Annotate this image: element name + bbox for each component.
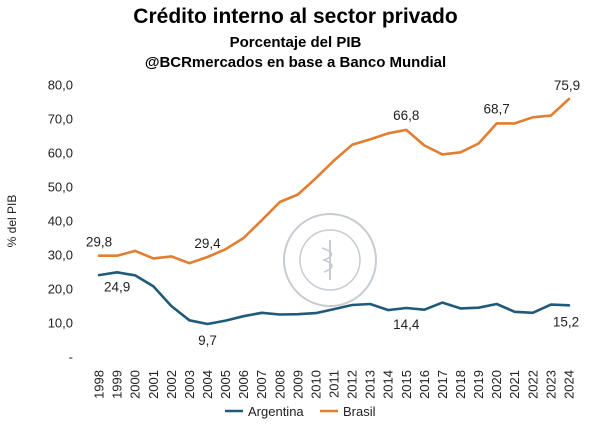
data-label: 68,7 — [484, 101, 510, 116]
x-tick-label: 2005 — [218, 370, 233, 399]
x-tick-label: 2023 — [543, 370, 558, 399]
data-labels: 29,8 24,9 29,4 9,7 66,8 14,4 68,7 75,9 15,2 — [86, 78, 580, 348]
x-tick-label: 2007 — [254, 370, 269, 399]
seal-outer-ring — [283, 213, 377, 307]
x-tick-label: 2017 — [435, 370, 450, 399]
data-label: 14,4 — [393, 317, 420, 332]
bcr-seal-watermark — [283, 213, 377, 307]
y-tick-label: 40,0 — [48, 214, 73, 229]
x-axis: 1998 1999 2000 2001 2002 2003 2004 2005 2006 2007… — [92, 370, 577, 399]
x-tick-label: 2013 — [363, 370, 378, 399]
y-axis-label: % del PIB — [5, 195, 19, 248]
x-tick-label: 2024 — [561, 370, 576, 399]
y-tick-label: 80,0 — [48, 78, 73, 93]
seal-inner-ring — [299, 229, 361, 291]
data-label: 75,9 — [554, 78, 580, 93]
x-tick-label: 2004 — [200, 370, 215, 399]
x-tick-label: 2009 — [290, 370, 305, 399]
y-axis: - 10,0 20,0 30,0 40,0 50,0 60,0 70,0 80,0 % del P… — [5, 78, 73, 365]
data-label: 9,7 — [198, 333, 217, 348]
x-tick-label: 2012 — [345, 370, 360, 399]
y-tick-label: 50,0 — [48, 180, 73, 195]
x-tick-label: 1999 — [110, 370, 125, 399]
data-label: 66,8 — [393, 108, 419, 123]
x-tick-label: 2011 — [327, 370, 342, 398]
x-tick-label: 2018 — [453, 370, 468, 399]
x-tick-label: 2003 — [182, 370, 197, 399]
data-label: 24,9 — [104, 279, 130, 294]
legend: Argentina Brasil — [225, 404, 376, 419]
caduceus-snake — [321, 247, 333, 273]
y-tick-label: 60,0 — [48, 146, 73, 161]
x-tick-label: 2001 — [146, 370, 161, 399]
y-tick-label: 30,0 — [48, 248, 73, 263]
x-tick-label: 1998 — [92, 370, 107, 399]
chart-title: Crédito interno al sector privado — [133, 5, 458, 28]
x-tick-label: 2006 — [236, 370, 251, 399]
x-tick-label: 2002 — [164, 370, 179, 399]
chart-subtitle: Porcentaje del PIB — [229, 34, 362, 51]
x-tick-label: 2008 — [272, 370, 287, 399]
chart-source: @BCRmercados en base a Banco Mundial — [144, 54, 447, 71]
x-tick-label: 2020 — [489, 370, 504, 399]
y-tick-label: 20,0 — [48, 282, 73, 297]
y-tick-label: 70,0 — [48, 112, 73, 127]
x-tick-label: 2010 — [308, 370, 323, 399]
x-tick-label: 2019 — [471, 370, 486, 399]
x-tick-label: 2021 — [507, 370, 522, 399]
x-tick-label: 2022 — [525, 370, 540, 399]
x-tick-label: 2016 — [417, 370, 432, 399]
series-line-brasil — [97, 97, 571, 265]
series-lines — [97, 97, 571, 326]
x-tick-label: 2015 — [399, 370, 414, 399]
legend-label-brasil: Brasil — [343, 404, 376, 419]
series-line-argentina — [97, 270, 571, 326]
data-label: 29,4 — [194, 236, 221, 251]
x-tick-label: 2000 — [128, 370, 143, 399]
legend-label-argentina: Argentina — [248, 404, 304, 419]
y-tick-label: - — [69, 350, 73, 365]
data-label: 15,2 — [553, 314, 579, 329]
y-tick-label: 10,0 — [48, 316, 73, 331]
x-tick-label: 2014 — [381, 370, 396, 399]
data-label: 29,8 — [86, 235, 112, 250]
